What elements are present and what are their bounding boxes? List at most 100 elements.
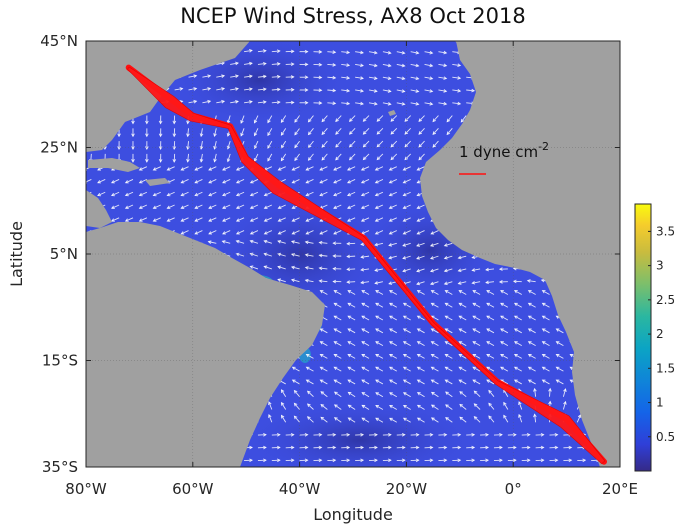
wind-arrow-head [402,405,407,409]
wind-arrow [254,128,259,136]
colorbar-tick-label: 3.5 [656,224,675,238]
wind-arrow [334,302,342,308]
wind-arrow [333,204,342,209]
wind-arrow-head [512,445,517,450]
wind-arrow-head [541,379,546,383]
wind-arrow-head [429,101,434,106]
wind-arrow-head [471,88,476,93]
wind-arrow [227,115,231,124]
wind-arrow-head [429,432,434,437]
y-tick-label: 25°N [40,139,78,157]
map-panel [86,41,627,467]
wind-arrow [222,191,231,196]
wind-arrow [418,140,425,148]
wind-arrow-head [624,62,627,65]
wind-arrow-head [280,144,285,149]
wind-arrow [125,204,134,209]
wind-arrow [240,128,245,136]
wind-arrow [503,402,509,410]
wind-arrow [396,89,405,92]
wind-arrow-head [360,89,364,93]
wind-arrow-head [416,417,421,421]
wind-arrow [374,281,383,284]
wind-arrow-head [471,268,476,272]
wind-arrow-head [347,404,352,409]
wind-arrow-head [577,414,582,418]
wind-arrow [230,88,239,91]
wind-arrow [368,63,377,67]
wind-arrow [347,366,356,372]
wind-arrow [417,354,425,359]
wind-arrow [320,354,328,359]
wind-arrow-head [443,63,448,68]
wind-arrow-head [207,99,212,104]
wind-arrow-head [472,366,477,371]
wind-arrow [472,341,481,346]
wind-arrow [254,115,259,123]
wind-arrow-head [375,290,379,294]
wind-arrow-head [208,180,213,184]
wind-arrow [181,191,189,196]
wind-arrow-head [347,379,352,383]
wind-arrow-head [527,315,532,319]
wind-arrow-head [333,205,337,209]
wind-arrow [194,179,203,184]
wind-arrow-head [346,88,351,93]
wind-arrow-head [416,268,420,273]
x-tick-label: 40°W [279,480,321,498]
wind-arrow-head [499,458,503,463]
wind-arrow [254,153,259,162]
wind-arrow [333,191,342,196]
wind-arrow [208,230,217,235]
wind-arrow [347,166,356,171]
wind-arrow [417,290,425,295]
wind-arrow [277,253,286,257]
wind-arrow-head [624,446,627,449]
wind-arrow-head [276,100,281,105]
wind-arrow [390,115,398,122]
wind-arrow-head [457,255,462,260]
wind-arrow [458,315,467,321]
wind-arrow-head [360,218,365,222]
wind-arrow-head [319,341,324,345]
wind-arrow-head [486,341,490,345]
wind-arrow [500,379,509,385]
wind-arrow-head [213,158,217,163]
wind-arrow [486,354,495,359]
wind-arrow-head [526,432,531,437]
wind-arrow-head [186,133,190,138]
wind-arrow [375,366,384,372]
wind-arrow [267,128,273,136]
wind-arrow [125,179,134,184]
wind-arrow-head [416,315,421,319]
wind-arrow [334,379,342,385]
wind-arrow [280,128,287,136]
wind-arrow-head [375,341,379,345]
wind-arrow [514,290,522,295]
wind-arrow [125,191,134,196]
wind-arrow [361,191,370,196]
wind-arrow-head [248,48,253,53]
wind-arrow [280,153,287,161]
wind-arrow [418,128,425,135]
wind-arrow-head [415,63,420,68]
wind-arrow [291,279,300,283]
wind-arrow-head [97,192,101,197]
wind-arrow-head [347,417,352,421]
wind-arrow-head [415,432,420,437]
wind-arrow [458,354,467,359]
wind-arrow [306,217,314,222]
wind-arrow-head [563,400,567,405]
wind-arrow [389,217,397,222]
wind-arrow-head [430,417,435,421]
wind-arrow [388,242,397,246]
wind-arrow [320,341,328,346]
wind-arrow-head [416,328,421,332]
wind-arrow-head [208,192,213,197]
wind-arrow-head [500,341,504,345]
wind-arrow-head [360,458,365,463]
wind-arrow-head [222,218,226,222]
wind-arrow [361,290,370,295]
wind-arrow [542,315,550,321]
